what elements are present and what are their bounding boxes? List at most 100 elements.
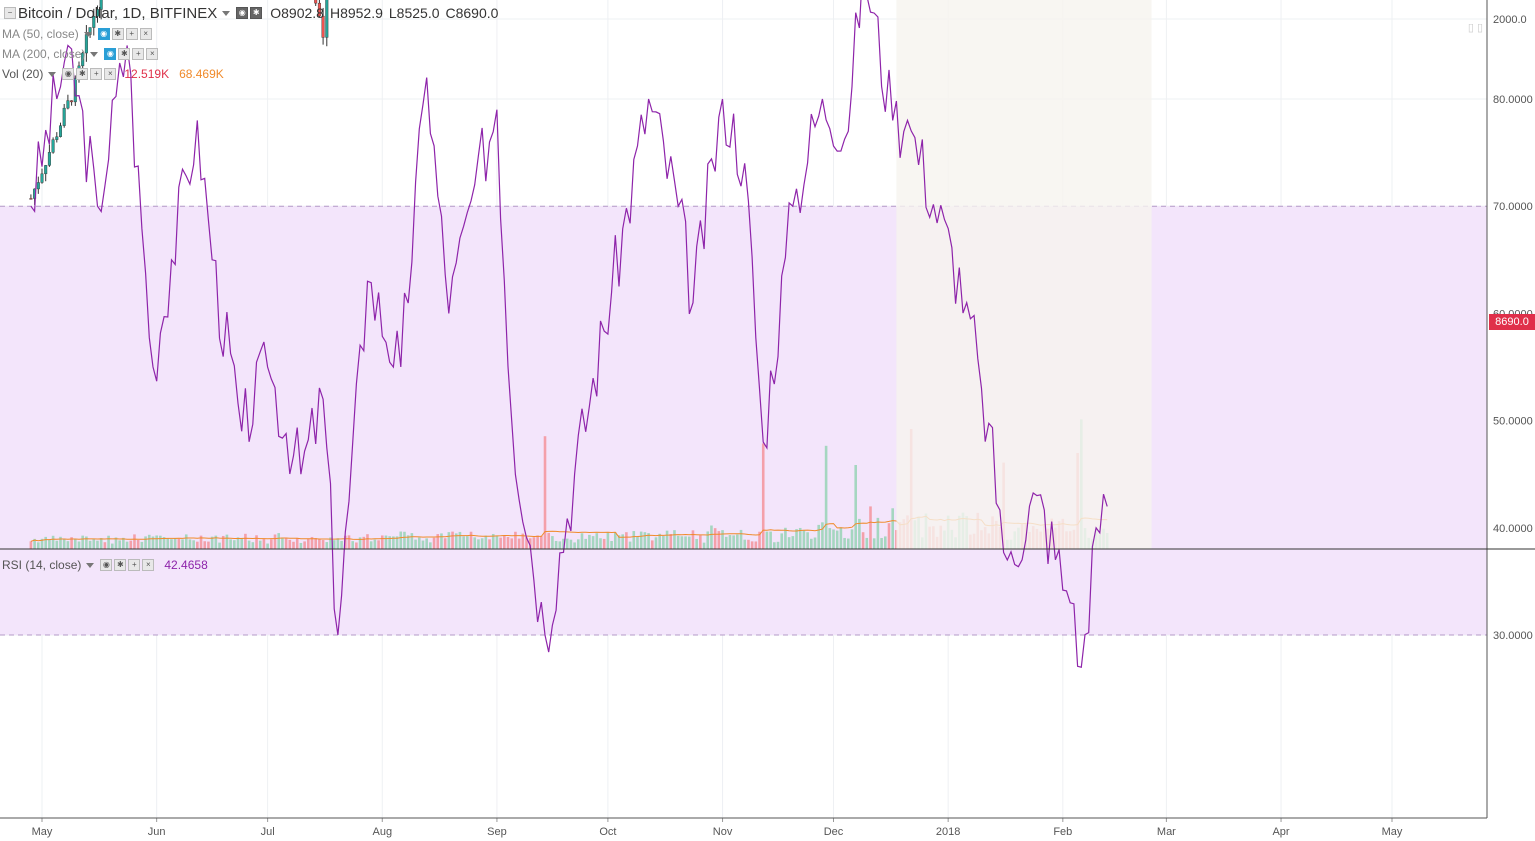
close-icon[interactable]: × [104,68,117,80]
ohlc-readout: O8902.8 H8952.9 L8525.0 C8690.0 [270,5,504,21]
volume-bar [29,541,33,549]
gear-icon[interactable]: ✱ [250,7,263,19]
volume-bar [151,536,155,549]
volume-bar [577,539,580,549]
rsi-legend[interactable]: RSI (14, close) ◉ ✱ + × 42.4658 [2,556,208,574]
high-value: H8952.9 [329,5,383,21]
close-icon[interactable]: × [142,559,155,571]
candle-body [99,0,103,10]
volume-bar [277,533,281,549]
volume-bar [362,536,366,549]
chevron-down-icon[interactable] [48,71,57,77]
volume-bar [325,542,329,549]
eye-icon[interactable]: ◉ [100,559,113,571]
rsi-y-tick-label: 80.0000 [1493,94,1533,106]
close-icon[interactable]: × [139,28,152,40]
chevron-down-icon[interactable] [90,51,99,57]
volume-bar [876,517,880,549]
chevron-down-icon[interactable] [83,31,92,37]
volume-bar [136,540,140,549]
volume-bar [129,540,133,549]
rsi-line [30,0,1108,668]
volume-bar [207,541,210,549]
x-tick-label: Sep [487,826,507,838]
volume-bar [599,538,602,549]
volume-bar [891,508,894,549]
volume-bar [40,538,44,549]
gear-icon[interactable]: ✱ [114,559,127,571]
gear-icon[interactable]: ✱ [118,48,131,60]
volume-bar [81,535,84,549]
volume-bar [454,533,458,549]
volume-bar [332,540,336,549]
ma200-label[interactable]: MA (200, close) [2,47,86,61]
collapse-icon[interactable]: − [4,7,16,19]
volume-bar [170,539,173,549]
gear-icon[interactable]: ✱ [111,28,124,40]
volume-bar [366,534,369,549]
volume-bar [321,540,325,549]
rsi-band [0,205,1487,636]
volume-legend[interactable]: Vol (20) ◉ ✱ + × 12.519K 68.469K [2,65,224,83]
ma200-legend[interactable]: MA (200, close) ◉ ✱ + × [2,45,160,63]
eye-icon[interactable]: ◉ [236,7,249,19]
volume-bar [525,537,528,549]
plus-icon[interactable]: + [132,48,145,60]
x-tick-label: Jun [148,826,166,838]
plus-icon[interactable]: + [128,559,141,571]
volume-bar [843,537,846,549]
eye-icon[interactable]: ◉ [97,28,110,40]
ma50-label[interactable]: MA (50, close) [2,27,79,41]
volume-bar [543,436,547,549]
volume-bar [447,532,451,549]
volume-bar [880,537,883,549]
volume-bar [628,541,632,549]
volume-bar [536,535,539,549]
volume-bar [717,531,721,549]
volume-bar [395,536,399,549]
volume-bar [573,542,576,549]
eye-icon[interactable]: ◉ [62,68,75,80]
plus-icon[interactable]: + [125,28,138,40]
volume-bar [384,535,388,549]
volume-bar [147,534,151,549]
x-tick-label: 2018 [936,826,960,838]
candle-body [92,16,96,28]
volume-bar [122,537,125,549]
ma50-legend[interactable]: MA (50, close) ◉ ✱ + × [2,25,154,43]
volume-value: 12.519K [124,67,170,81]
gear-icon[interactable]: ✱ [76,68,89,80]
close-icon[interactable]: × [146,48,159,60]
chevron-down-icon[interactable] [86,562,95,568]
candle-body [40,173,44,183]
volume-bar [806,532,809,549]
chevron-down-icon[interactable] [222,10,231,16]
volume-bar [854,465,857,549]
rsi-label[interactable]: RSI (14, close) [2,558,82,572]
volume-label[interactable]: Vol (20) [2,67,44,81]
pane-buttons[interactable]: ▯ ▯ [1467,22,1483,34]
volume-bar [144,536,147,549]
volume-bar [181,539,184,549]
volume-bar [270,539,273,549]
volume-bar [632,531,636,549]
candle-body [47,152,51,166]
volume-bar [425,538,428,549]
symbol-title[interactable]: Bitcoin / Dollar, 1D, BITFINEX [18,4,218,22]
rsi-y-tick-label: 50.0000 [1493,416,1533,428]
volume-bar [676,535,680,549]
volume-bar [51,535,55,549]
volume-bar [802,530,806,549]
volume-bar [687,536,691,549]
plus-icon[interactable]: + [90,68,103,80]
volume-bar [303,541,306,549]
volume-bar [761,443,765,549]
volume-bar [281,537,284,549]
volume-bar [658,533,661,549]
eye-icon[interactable]: ◉ [104,48,117,60]
volume-bar [887,523,891,549]
volume-bar [103,542,107,549]
